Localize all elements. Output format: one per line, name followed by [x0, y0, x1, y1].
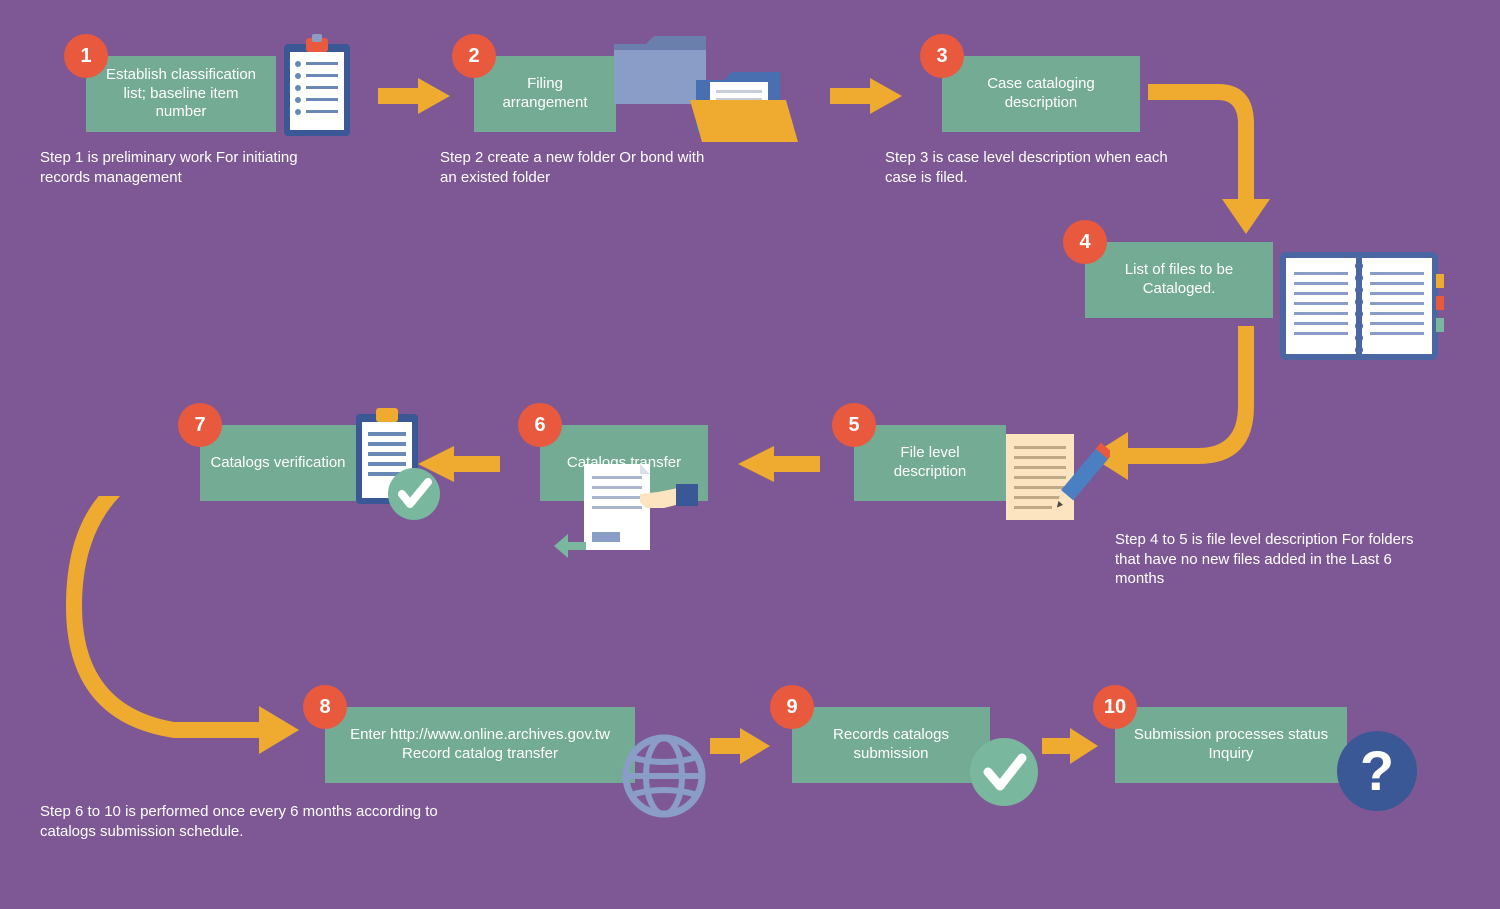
step-3-num: 3 — [936, 45, 947, 68]
step-5-badge: 5 — [832, 403, 876, 447]
step-6-badge: 6 — [518, 403, 562, 447]
arrow-2-3 — [830, 78, 902, 114]
step-2-label: Filing arrangement — [484, 75, 606, 113]
flowchart-canvas: Establish classification list; baseline … — [0, 0, 1500, 909]
step-9-num: 9 — [786, 696, 797, 719]
step-2-badge: 2 — [452, 34, 496, 78]
step-9-badge: 9 — [770, 685, 814, 729]
step-9-label: Records catalogs submission — [802, 726, 980, 764]
svg-text:?: ? — [1360, 739, 1394, 802]
checkmark-circle-icon — [968, 736, 1040, 808]
step-4-badge: 4 — [1063, 220, 1107, 264]
notebook-icon — [1274, 246, 1444, 366]
step-2-num: 2 — [468, 45, 479, 68]
arrow-7-8 — [64, 496, 304, 766]
step-1-label: Establish classification list; baseline … — [96, 66, 266, 122]
step-5-label: File level description — [864, 444, 996, 482]
step-10-num: 10 — [1104, 696, 1126, 719]
arrow-5-6 — [738, 446, 820, 482]
arrow-1-2 — [378, 78, 450, 114]
arrow-4-5 — [1090, 326, 1270, 486]
step-3-caption: Step 3 is case level description when ea… — [885, 148, 1185, 187]
step-8-num: 8 — [319, 696, 330, 719]
step-3-label: Case cataloging description — [952, 75, 1130, 113]
step-9-box: Records catalogs submission — [792, 707, 990, 783]
question-circle-icon: ? — [1334, 728, 1420, 814]
step-7-label: Catalogs verification — [210, 454, 345, 473]
document-pencil-icon — [1000, 430, 1110, 530]
step-4-box: List of files to be Cataloged. — [1085, 242, 1273, 318]
step-2-caption: Step 2 create a new folder Or bond with … — [440, 148, 720, 187]
step-1-caption: Step 1 is preliminary work For initiatin… — [40, 148, 340, 187]
step-10-label: Submission processes status Inquiry — [1125, 726, 1337, 764]
step-1-box: Establish classification list; baseline … — [86, 56, 276, 132]
step-6-num: 6 — [534, 414, 545, 437]
step-7-num: 7 — [194, 414, 205, 437]
step-4-label: List of files to be Cataloged. — [1095, 261, 1263, 299]
arrow-8-9 — [710, 728, 770, 764]
clipboard-check-icon — [348, 404, 448, 524]
clipboard-list-icon — [276, 34, 358, 140]
step-1-num: 1 — [80, 45, 91, 68]
step-2-box: Filing arrangement — [474, 56, 616, 132]
step-4-5-caption: Step 4 to 5 is file level description Fo… — [1115, 530, 1425, 589]
step-1-badge: 1 — [64, 34, 108, 78]
arrow-9-10 — [1042, 728, 1098, 764]
step-10-box: Submission processes status Inquiry — [1115, 707, 1347, 783]
step-3-box: Case cataloging description — [942, 56, 1140, 132]
step-4-num: 4 — [1079, 231, 1090, 254]
hand-document-icon — [548, 458, 698, 578]
step-10-badge: 10 — [1093, 685, 1137, 729]
step-6-10-caption: Step 6 to 10 is performed once every 6 m… — [40, 802, 470, 841]
step-3-badge: 3 — [920, 34, 964, 78]
step-7-box: Catalogs verification — [200, 425, 356, 501]
step-8-badge: 8 — [303, 685, 347, 729]
step-7-badge: 7 — [178, 403, 222, 447]
step-8-label: Enter http://www.online.archives.gov.tw … — [335, 726, 625, 764]
step-5-num: 5 — [848, 414, 859, 437]
step-5-box: File level description — [854, 425, 1006, 501]
globe-icon — [622, 734, 706, 818]
folder-open-icon — [690, 70, 800, 150]
step-8-box: Enter http://www.online.archives.gov.tw … — [325, 707, 635, 783]
